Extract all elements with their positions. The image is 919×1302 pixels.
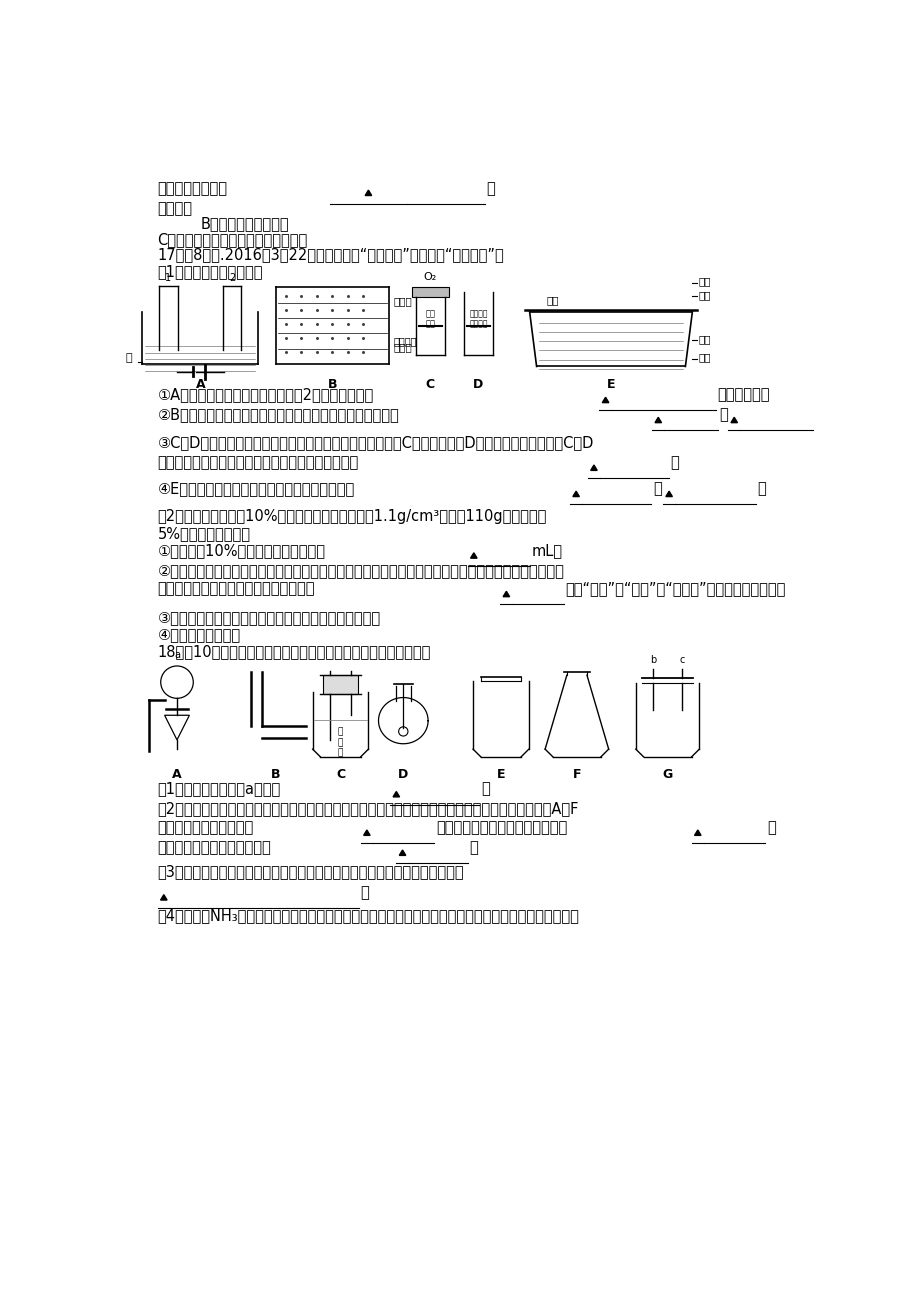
Polygon shape xyxy=(665,491,672,496)
Text: 空气中的
潮湿铁片: 空气中的 潮湿铁片 xyxy=(469,310,487,328)
Text: （2）在实验室里制取并收集一瓶干燥的二氧化碳，按照产生气体的流向从左到右的顺序，在上述仪器A～F: （2）在实验室里制取并收集一瓶干燥的二氧化碳，按照产生气体的流向从左到右的顺序，… xyxy=(157,802,578,816)
Text: 水: 水 xyxy=(125,353,131,363)
Text: 入水口: 入水口 xyxy=(392,342,412,353)
Text: 中选择连接一套实验装置: 中选择连接一套实验装置 xyxy=(157,820,254,835)
Text: B．减少汽车的保有量: B．减少汽车的保有量 xyxy=(200,216,289,232)
Polygon shape xyxy=(503,591,509,596)
Text: 5%的氯氧化钓溶液。: 5%的氯氧化钓溶液。 xyxy=(157,526,250,540)
Text: a: a xyxy=(174,650,180,660)
Text: 红磷: 红磷 xyxy=(698,276,710,286)
Text: 液
硫
酸: 液 硫 酸 xyxy=(337,728,343,758)
Text: C．用风能与太阳能发电替代燃煤发电: C．用风能与太阳能发电替代燃煤发电 xyxy=(157,232,308,246)
Text: C: C xyxy=(335,768,345,781)
Text: D: D xyxy=(398,768,408,781)
Polygon shape xyxy=(694,829,700,836)
Text: B: B xyxy=(270,768,280,781)
Text: D: D xyxy=(473,378,483,391)
Text: ④装瓶并贴上标签。: ④装瓶并贴上标签。 xyxy=(157,628,241,642)
Text: 检验该气体已收集满的方法是: 检验该气体已收集满的方法是 xyxy=(157,840,271,855)
Text: 热水: 热水 xyxy=(698,335,710,345)
Text: （填编号），反应的化学方程式为: （填编号），反应的化学方程式为 xyxy=(436,820,566,835)
Text: c: c xyxy=(679,655,685,665)
Text: C: C xyxy=(425,378,435,391)
Text: ③C、D图所示的是探究铁生锈条件的实验，一段时间后发现C中铁片变红，D中铁片依然光亮，对比C、D: ③C、D图所示的是探究铁生锈条件的实验，一段时间后发现C中铁片变红，D中铁片依然… xyxy=(157,435,594,450)
Text: 铜片: 铜片 xyxy=(698,290,710,299)
Text: O₂: O₂ xyxy=(424,272,437,281)
Text: 。: 。 xyxy=(469,840,477,855)
Text: 。: 。 xyxy=(360,884,369,900)
Text: A: A xyxy=(195,378,205,391)
Text: （3）用该套装置在实验室还能制取其他气体，请写出一个相应的化学方程式：: （3）用该套装置在实验室还能制取其他气体，请写出一个相应的化学方程式： xyxy=(157,865,464,880)
Text: 活性炭层: 活性炭层 xyxy=(392,336,416,346)
Text: （1）写出上图中仪器a名称是: （1）写出上图中仪器a名称是 xyxy=(157,781,280,797)
Polygon shape xyxy=(573,491,579,496)
Text: 。: 。 xyxy=(756,482,766,496)
Polygon shape xyxy=(654,417,661,423)
Text: ③混匀：用玻璃棒搔拌，使氯氧化钓溶液和水混合均匀。: ③混匀：用玻璃棒搔拌，使氯氧化钓溶液和水混合均匀。 xyxy=(157,611,380,625)
Text: 正确，这样配得的溶液的溶质质量分数会: 正确，这样配得的溶液的溶质质量分数会 xyxy=(157,581,315,596)
Text: mL。: mL。 xyxy=(530,543,562,557)
Text: b: b xyxy=(649,655,655,665)
Text: F: F xyxy=(572,768,581,781)
Text: （填名称）。: （填名称）。 xyxy=(717,387,769,402)
Polygon shape xyxy=(470,553,477,559)
Text: 、: 、 xyxy=(719,408,728,422)
Text: 。: 。 xyxy=(670,454,679,470)
Polygon shape xyxy=(731,417,737,423)
Polygon shape xyxy=(392,792,399,797)
Text: （填“偏高”、“偏低”或“无影响”）；用量筒量取水。: （填“偏高”、“偏低”或“无影响”）；用量筒量取水。 xyxy=(564,581,785,596)
Text: ②B图所示的是活性炭净水器的示意图，其中活性炭的作用是: ②B图所示的是活性炭净水器的示意图，其中活性炭的作用是 xyxy=(157,408,399,422)
Text: 2: 2 xyxy=(229,272,235,283)
Text: 。: 。 xyxy=(486,181,494,195)
Text: 1: 1 xyxy=(165,272,171,283)
Text: E: E xyxy=(496,768,505,781)
Text: 植树造林: 植树造林 xyxy=(157,201,192,216)
Text: ①A图所示的是水的电解实验，试管2中收集的气体是: ①A图所示的是水的电解实验，试管2中收集的气体是 xyxy=(157,387,373,402)
Polygon shape xyxy=(363,829,369,836)
Text: （2）若用质量分数为10%的氯氧化钓溶液（密度为1.1g/cm³）配制110g质量分数为: （2）若用质量分数为10%的氯氧化钓溶液（密度为1.1g/cm³）配制110g质… xyxy=(157,509,547,523)
Text: 、: 、 xyxy=(652,482,661,496)
Text: 效果比较明显的是: 效果比较明显的是 xyxy=(157,181,227,195)
Polygon shape xyxy=(399,850,405,855)
Bar xyxy=(323,676,358,694)
Text: 出水口: 出水口 xyxy=(392,296,412,306)
Text: G: G xyxy=(662,768,672,781)
Text: 中的现象，说明决定铁生锈快慢的一个重要因素是：: 中的现象，说明决定铁生锈快慢的一个重要因素是： xyxy=(157,454,358,470)
Text: 白磷: 白磷 xyxy=(698,353,710,362)
Text: E: E xyxy=(607,378,615,391)
Polygon shape xyxy=(365,190,371,195)
Text: B: B xyxy=(327,378,336,391)
Text: 白磷: 白磷 xyxy=(546,296,559,306)
Bar xyxy=(412,288,448,297)
Text: 潮湿
铁片: 潮湿 铁片 xyxy=(425,310,435,328)
Text: ，: ， xyxy=(766,820,775,835)
Polygon shape xyxy=(161,894,167,900)
Polygon shape xyxy=(590,465,596,470)
Text: 。: 。 xyxy=(481,781,489,797)
Text: ②量取：用量筒量取氯氧化钓溶液和水，均倒入烧杯中。若量取氯氧化钓溶液读数时俰视，而其余操作均: ②量取：用量筒量取氯氧化钓溶液和水，均倒入烧杯中。若量取氯氧化钓溶液读数时俰视，… xyxy=(157,562,564,578)
Polygon shape xyxy=(602,397,608,402)
Text: （4）氨气（NH₃）通常情况下是有刺激性气味的无色气体，极易溡于水。实验室可通过加热熟石灰和氯化: （4）氨气（NH₃）通常情况下是有刺激性气味的无色气体，极易溡于水。实验室可通过… xyxy=(157,907,579,923)
Text: ④E图所示的是探究燃烧条件实验，其中热水作用: ④E图所示的是探究燃烧条件实验，其中热水作用 xyxy=(157,482,355,496)
Text: ①计算：阀10%的氯氧化钓溶液体积为: ①计算：阀10%的氯氧化钓溶液体积为 xyxy=(157,543,325,557)
Text: 18．（10分）实验室部分仪器或装置如图所示，请回答下列问题。: 18．（10分）实验室部分仪器或装置如图所示，请回答下列问题。 xyxy=(157,644,430,659)
Text: 17．（8分）.2016年3月22日是第二十届“世界水日”，主题是“水与就业”。: 17．（8分）.2016年3月22日是第二十届“世界水日”，主题是“水与就业”。 xyxy=(157,247,504,262)
Text: A: A xyxy=(172,768,182,781)
Text: （1）根据下图回答问题。: （1）根据下图回答问题。 xyxy=(157,264,263,279)
